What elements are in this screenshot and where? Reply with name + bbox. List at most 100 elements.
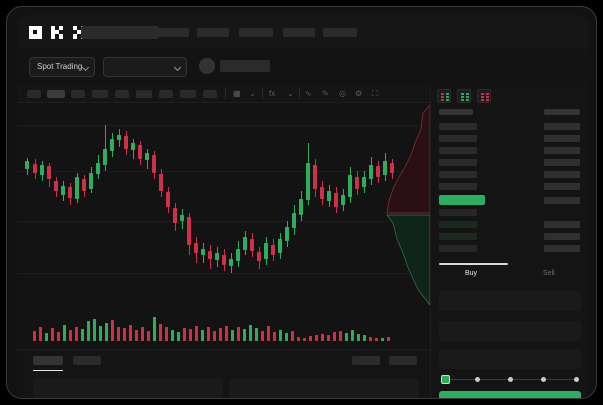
timeframe-button-3[interactable]	[92, 90, 108, 98]
bid-depth-area	[386, 214, 430, 305]
candle-36	[278, 239, 282, 253]
market-type-dropdown[interactable]: Spot Trading	[29, 57, 95, 77]
candle-41	[313, 165, 317, 189]
timeframe-button-0[interactable]	[27, 90, 41, 98]
order-amount-field[interactable]	[439, 321, 581, 341]
order-book-and-form-panel: Buy Sell	[430, 85, 588, 398]
toggle-bar	[465, 99, 469, 101]
chevron-down-icon[interactable]: ⌄	[249, 89, 256, 98]
candle-48	[362, 177, 366, 187]
toolbar-divider	[299, 89, 300, 99]
indicator-icon[interactable]: fx	[269, 89, 276, 98]
volume-bar-10	[93, 319, 96, 341]
nav-item-4[interactable]	[323, 28, 357, 37]
volume-bar-19	[147, 331, 150, 341]
global-search-input[interactable]	[81, 26, 159, 39]
slider-notch-50[interactable]	[508, 377, 513, 382]
candle-52	[390, 163, 394, 173]
candle-42	[320, 187, 324, 199]
volume-bar-31	[219, 328, 222, 341]
timeframe-button-6[interactable]	[159, 90, 173, 98]
timeframe-button-4[interactable]	[115, 90, 129, 98]
bottom-tab-0[interactable]	[33, 356, 63, 365]
volume-bar-30	[213, 331, 216, 341]
candle-10	[96, 163, 100, 174]
timeframe-button-1[interactable]	[47, 90, 65, 98]
chevron-down-icon	[173, 63, 182, 72]
slider-handle[interactable]	[441, 375, 450, 384]
tab-sell[interactable]: Sell	[543, 270, 555, 277]
logo-pixel	[29, 34, 34, 39]
submit-buy-button[interactable]	[439, 391, 581, 398]
volume-bar-15	[123, 328, 126, 341]
bottom-tab-1[interactable]	[73, 356, 101, 365]
slider-notch-75[interactable]	[541, 377, 546, 382]
order-percent-slider[interactable]	[441, 375, 579, 385]
timeframe-button-5[interactable]	[136, 90, 152, 98]
orderbook-bids-icon[interactable]	[457, 89, 471, 103]
fullscreen-icon[interactable]: ⛶	[372, 89, 378, 98]
candle-51	[383, 161, 387, 175]
volume-bar-16	[129, 325, 132, 341]
order-price-field[interactable]	[439, 291, 581, 311]
volume-bar-20	[153, 317, 156, 341]
okx-logo[interactable]	[29, 26, 86, 40]
volume-bar-37	[255, 328, 258, 341]
spread-row-amount	[544, 197, 580, 204]
toggle-bar	[445, 99, 449, 101]
pencil-icon[interactable]: ✎	[322, 89, 329, 98]
chart-style-icon[interactable]: ▦	[233, 89, 241, 98]
timeframe-button-2[interactable]	[71, 90, 85, 98]
nav-item-3[interactable]	[283, 28, 315, 37]
timeframe-button-8[interactable]	[203, 90, 217, 98]
candle-20	[166, 192, 170, 207]
volume-bar-26	[189, 329, 192, 341]
nav-item-0[interactable]	[155, 28, 189, 37]
orderbook-both-icon[interactable]	[437, 89, 451, 103]
volume-bar-41	[279, 330, 282, 341]
toggle-bar	[461, 93, 464, 95]
wave-line-icon[interactable]: ∿	[305, 89, 312, 98]
logo-pixel	[29, 30, 34, 35]
toggle-bar	[481, 96, 484, 98]
magnet-icon[interactable]: ◎	[339, 89, 346, 98]
trading-pair-select[interactable]	[103, 57, 187, 77]
volume-bar-49	[327, 335, 330, 341]
candle-11	[103, 149, 107, 165]
candle-47	[355, 177, 359, 189]
volume-bar-24	[177, 332, 180, 341]
orderbook-asks-icon[interactable]	[477, 89, 491, 103]
candlestick-chart[interactable]	[17, 103, 430, 305]
volume-bar-22	[165, 327, 168, 341]
volume-bar-29	[207, 327, 210, 341]
logo-pixel	[50, 34, 56, 39]
toggle-bar	[465, 93, 469, 95]
candle-35	[271, 245, 275, 255]
candle-25	[201, 249, 205, 255]
candle-9	[89, 173, 93, 189]
toggle-bar	[441, 93, 444, 95]
bottom-action-0[interactable]	[352, 356, 380, 365]
slider-notch-100[interactable]	[574, 377, 579, 382]
ask-row-amount-3	[544, 159, 580, 166]
chevron-down-icon[interactable]: ⌄	[287, 89, 294, 98]
settings-icon[interactable]: ⚙	[355, 89, 363, 98]
tab-buy[interactable]: Buy	[465, 270, 478, 277]
slider-notch-25[interactable]	[475, 377, 480, 382]
candle-13	[117, 135, 121, 140]
nav-item-2[interactable]	[239, 28, 273, 37]
order-total-field[interactable]	[439, 349, 581, 369]
candle-3	[47, 166, 51, 179]
candle-34	[264, 243, 268, 259]
volume-bar-34	[237, 327, 240, 341]
toggle-bar	[481, 99, 484, 101]
volume-bar-13	[111, 320, 114, 341]
ask-row-amount-0	[544, 123, 580, 130]
volume-bar-45	[303, 338, 306, 341]
nav-item-1[interactable]	[197, 28, 229, 37]
logo-pixel	[72, 34, 77, 39]
timeframe-button-7[interactable]	[180, 90, 196, 98]
bottom-action-1[interactable]	[389, 356, 417, 365]
ask-row-price-1	[439, 135, 478, 142]
ask-row-price-5	[439, 183, 478, 190]
